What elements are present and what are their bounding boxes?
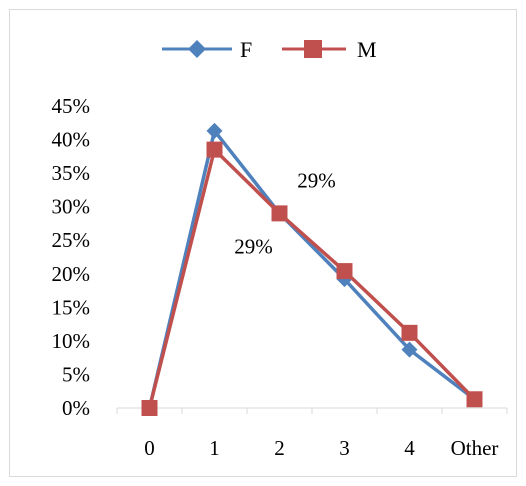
x-tick-label-other: Other bbox=[451, 436, 499, 460]
x-tick-label-0: 0 bbox=[144, 436, 155, 460]
y-tick-label-25: 25% bbox=[52, 228, 91, 252]
series-line-f bbox=[147, 129, 476, 409]
y-tick-label-15: 15% bbox=[52, 295, 91, 319]
data-point-f-1[interactable] bbox=[206, 122, 223, 139]
y-tick-label-40: 40% bbox=[52, 128, 91, 152]
y-tick-label-35: 35% bbox=[52, 161, 91, 185]
x-tick-label-3: 3 bbox=[339, 436, 350, 460]
legend-label-f: F bbox=[240, 37, 252, 62]
data-point-m-other[interactable] bbox=[466, 391, 483, 408]
y-tick-label-30: 30% bbox=[52, 195, 91, 219]
data-point-m-3[interactable] bbox=[336, 263, 353, 280]
x-axis-ticks: 0 1 2 3 4 Other bbox=[144, 436, 498, 460]
chart-frame bbox=[9, 9, 517, 477]
series-m bbox=[141, 141, 483, 416]
legend: F M bbox=[162, 37, 377, 62]
y-tick-label-20: 20% bbox=[52, 262, 91, 286]
y-tick-label-5: 5% bbox=[62, 362, 90, 386]
x-tick-label-4: 4 bbox=[404, 436, 415, 460]
x-tick-label-2: 2 bbox=[274, 436, 285, 460]
data-label-f-2: 29% bbox=[297, 168, 336, 192]
legend-item-m[interactable]: M bbox=[282, 37, 377, 62]
legend-item-f[interactable]: F bbox=[162, 37, 252, 62]
axes bbox=[116, 407, 508, 414]
legend-marker-m bbox=[304, 40, 322, 58]
data-point-m-4[interactable] bbox=[401, 324, 418, 341]
y-tick-label-45: 45% bbox=[52, 94, 91, 118]
series-line-m bbox=[147, 147, 476, 409]
data-label-m-2: 29% bbox=[234, 234, 273, 258]
data-labels: 29% 29% bbox=[234, 168, 336, 258]
x-tick-label-1: 1 bbox=[209, 436, 220, 460]
data-point-m-0[interactable] bbox=[141, 400, 158, 416]
y-tick-label-10: 10% bbox=[52, 329, 91, 353]
y-tick-label-0: 0% bbox=[62, 396, 90, 420]
legend-label-m: M bbox=[357, 37, 377, 62]
data-point-f-4[interactable] bbox=[401, 341, 418, 358]
series-layer bbox=[141, 122, 483, 416]
data-point-m-1[interactable] bbox=[206, 141, 223, 158]
legend-marker-f bbox=[188, 40, 206, 58]
data-point-m-2[interactable] bbox=[271, 205, 288, 222]
y-axis-ticks: 0% 5% 10% 15% 20% 25% 30% 35% 40% 45% bbox=[52, 94, 91, 420]
